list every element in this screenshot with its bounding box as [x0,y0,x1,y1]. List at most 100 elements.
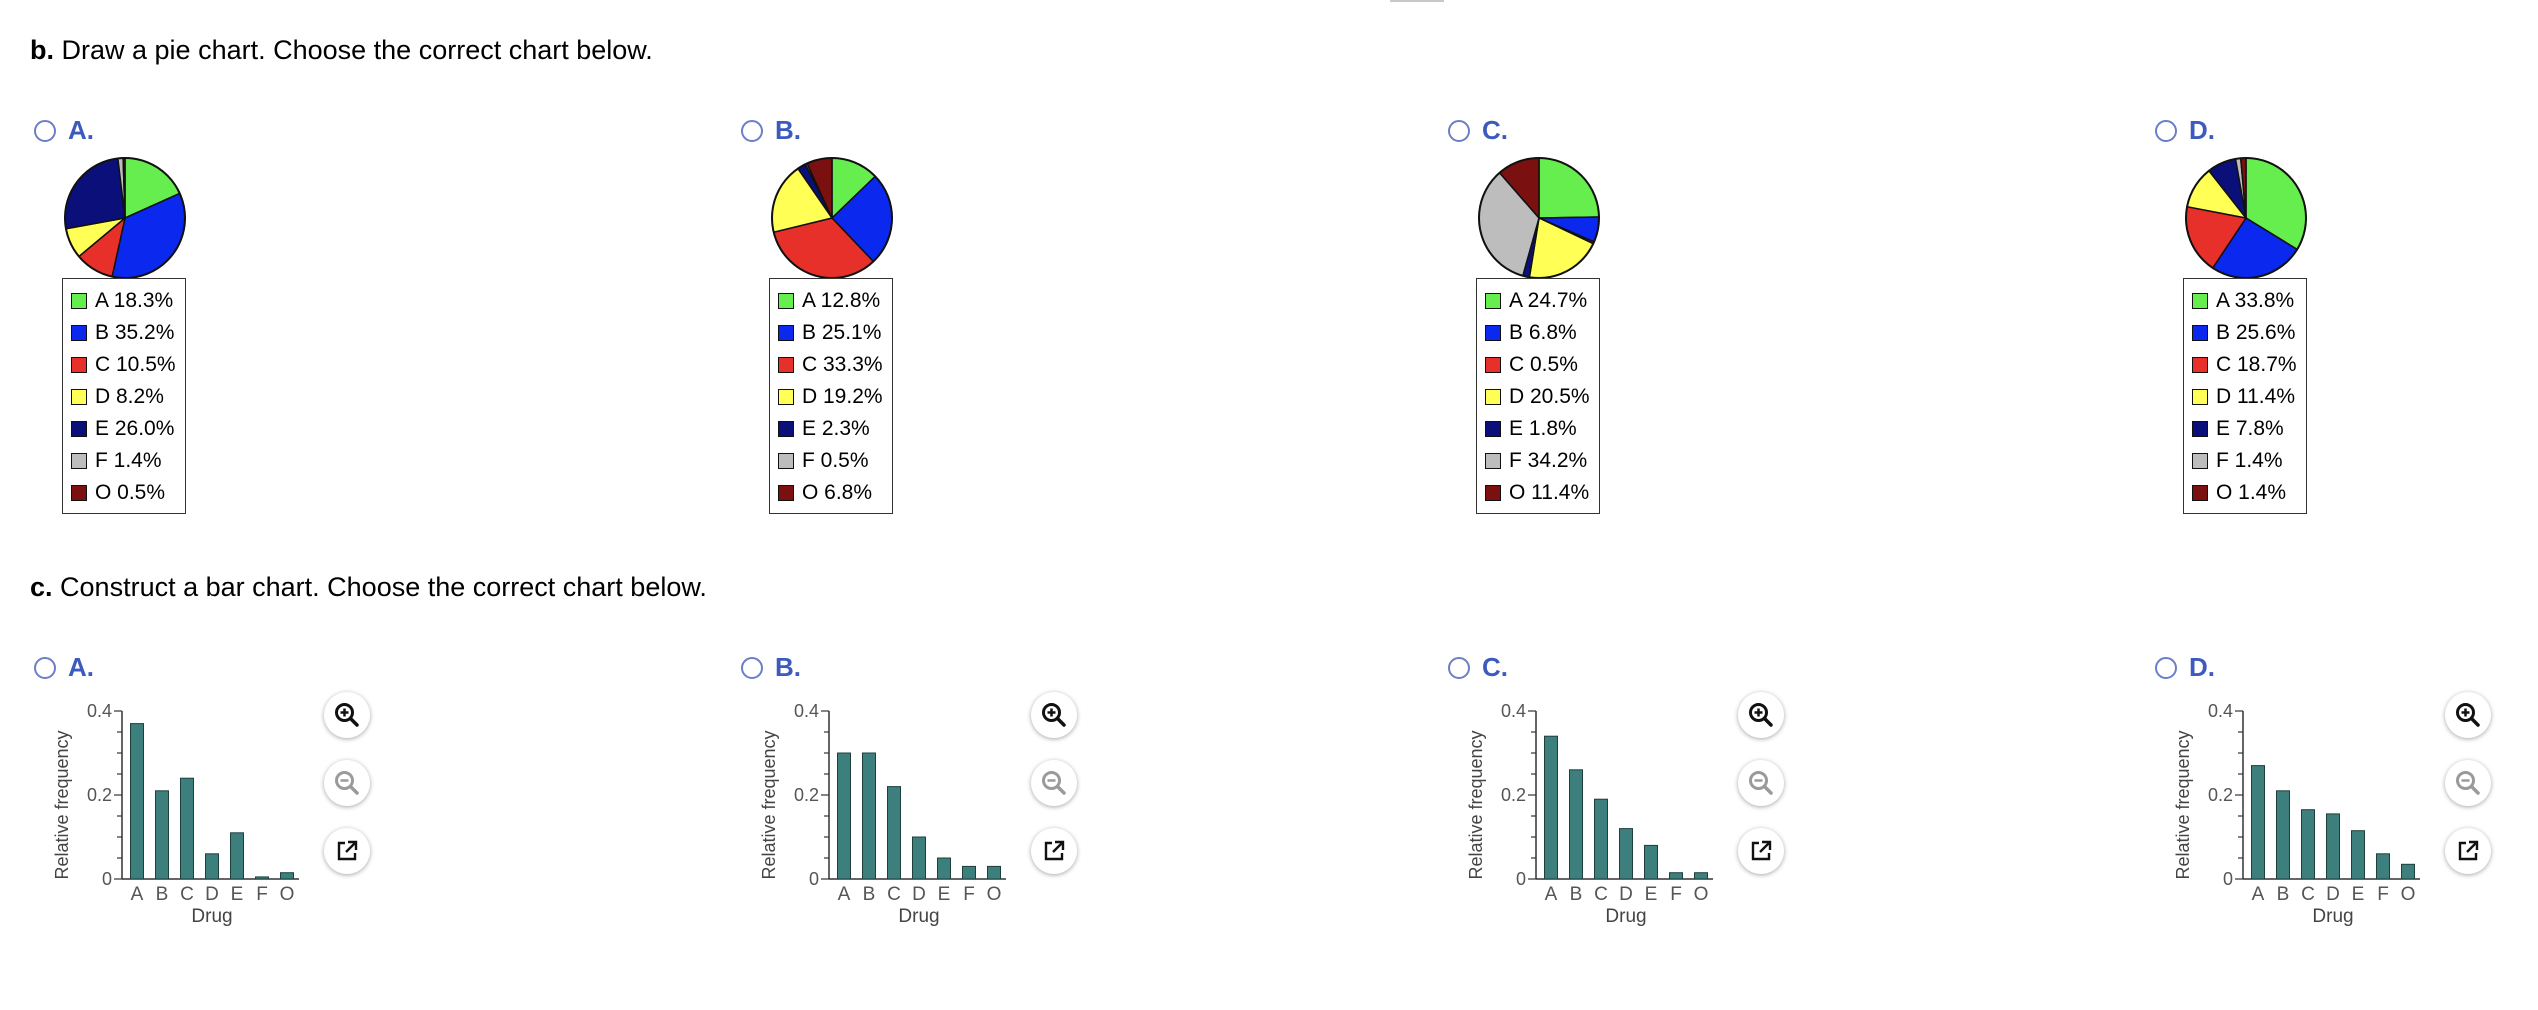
bar-f [1669,872,1683,880]
legend-item-c: C 18.7% [2192,349,2297,381]
bar-option-c: C. 0 0.2 0.4 A B C D E F O Drug Relative frequency [1448,652,2048,972]
pie-option-d: D. A 33.8% B 25.6% C 18.7% D 11.4% E 7.8… [2155,115,2538,535]
y-tick-label: 0.4 [2208,701,2233,721]
legend-label: C 33.3% [802,353,883,376]
radio-button[interactable] [34,119,56,142]
legend-item-e: E 1.8% [1485,413,1590,445]
x-tick-label: B [156,884,169,905]
part-c-text: Construct a bar chart. Choose the correc… [60,572,707,602]
zoom-out-button[interactable] [324,760,370,806]
legend-label: A 18.3% [95,289,174,312]
x-tick-label: E [2352,884,2365,905]
zoom-out-button[interactable] [1031,760,1077,806]
zoom-out-button[interactable] [1738,760,1784,806]
legend-label: A 24.7% [1509,289,1588,312]
radio-button[interactable] [1448,656,1470,679]
bar-c [887,786,901,880]
legend-label: B 25.6% [2216,321,2296,344]
legend-swatch-e [778,421,794,437]
popout-button[interactable] [2445,828,2491,874]
zoom-in-button[interactable] [1031,692,1077,738]
pie-option-c: C. A 24.7% B 6.8% C 0.5% D 20.5% E 1.8% … [1448,115,2048,535]
legend-swatch-c [71,357,87,373]
legend-item-o: O 1.4% [2192,477,2297,509]
pie-option-d-select[interactable]: D. [2155,115,2215,146]
legend-label: F 1.4% [2216,449,2283,472]
bar-o [280,872,294,880]
legend-swatch-o [778,485,794,501]
legend-label: C 18.7% [2216,353,2297,376]
y-tick-label: 0.4 [87,701,112,721]
x-tick-label: O [987,884,1002,905]
option-letter: A. [68,115,94,145]
legend-item-d: D 19.2% [778,381,883,413]
radio-button[interactable] [741,119,763,142]
legend-swatch-d [2192,389,2208,405]
bar-b [1569,769,1583,880]
bar-option-d-select[interactable]: D. [2155,652,2215,683]
radio-button[interactable] [2155,119,2177,142]
legend-swatch-e [1485,421,1501,437]
bar-d [1619,828,1633,880]
y-tick-label: 0 [1516,869,1526,889]
x-tick-label: C [1594,884,1608,905]
x-tick-label: E [231,884,244,905]
option-letter: C. [1482,652,1508,682]
legend-label: C 0.5% [1509,353,1578,376]
legend-swatch-f [71,453,87,469]
legend-item-d: D 20.5% [1485,381,1590,413]
x-tick-label: O [2401,884,2416,905]
zoom-in-button[interactable] [1738,692,1784,738]
radio-button[interactable] [2155,656,2177,679]
legend-label: E 26.0% [95,417,175,440]
pie-option-b-select[interactable]: B. [741,115,801,146]
bar-option-a-select[interactable]: A. [34,652,94,683]
zoom-in-button[interactable] [2445,692,2491,738]
legend-item-c: C 33.3% [778,349,883,381]
option-letter: B. [775,115,801,145]
pie-legend: A 18.3% B 35.2% C 10.5% D 8.2% E 26.0% F… [62,278,186,514]
pie-option-c-select[interactable]: C. [1448,115,1508,146]
bar-a [1544,735,1558,880]
legend-item-e: E 7.8% [2192,413,2297,445]
radio-button[interactable] [34,656,56,679]
pie-chart [64,157,186,279]
y-axis-label: Relative frequency [2173,730,2193,879]
zoom-in-icon [2456,703,2480,727]
legend-item-c: C 0.5% [1485,349,1590,381]
bar-b [2276,790,2290,880]
zoom-in-button[interactable] [324,692,370,738]
x-tick-label: A [838,884,851,905]
radio-button[interactable] [741,656,763,679]
popout-button[interactable] [324,828,370,874]
option-letter: D. [2189,115,2215,145]
y-axis-label: Relative frequency [52,730,72,879]
external-link-icon [337,840,358,861]
popout-button[interactable] [1738,828,1784,874]
pie-option-a-select[interactable]: A. [34,115,94,146]
part-c-label: c. [30,572,53,602]
external-link-icon [1044,840,1065,861]
x-tick-label: F [2377,884,2389,905]
option-letter: B. [775,652,801,682]
legend-item-o: O 0.5% [71,477,176,509]
legend-item-a: A 12.8% [778,285,883,317]
legend-swatch-b [2192,325,2208,341]
radio-button[interactable] [1448,119,1470,142]
pie-option-b: B. A 12.8% B 25.1% C 33.3% D 19.2% E 2.3… [741,115,1341,535]
popout-button[interactable] [1031,828,1077,874]
legend-swatch-c [778,357,794,373]
bar-option-c-select[interactable]: C. [1448,652,1508,683]
legend-item-e: E 26.0% [71,413,176,445]
zoom-out-icon [1749,771,1773,795]
bar-a [837,752,851,880]
bar-b [862,752,876,880]
option-letter: C. [1482,115,1508,145]
x-axis-label: Drug [1605,906,1646,927]
zoom-out-button[interactable] [2445,760,2491,806]
legend-swatch-f [778,453,794,469]
zoom-out-icon [1042,771,1066,795]
legend-item-a: A 18.3% [71,285,176,317]
bar-option-b-select[interactable]: B. [741,652,801,683]
part-c-question: c. Construct a bar chart. Choose the cor… [30,570,707,604]
